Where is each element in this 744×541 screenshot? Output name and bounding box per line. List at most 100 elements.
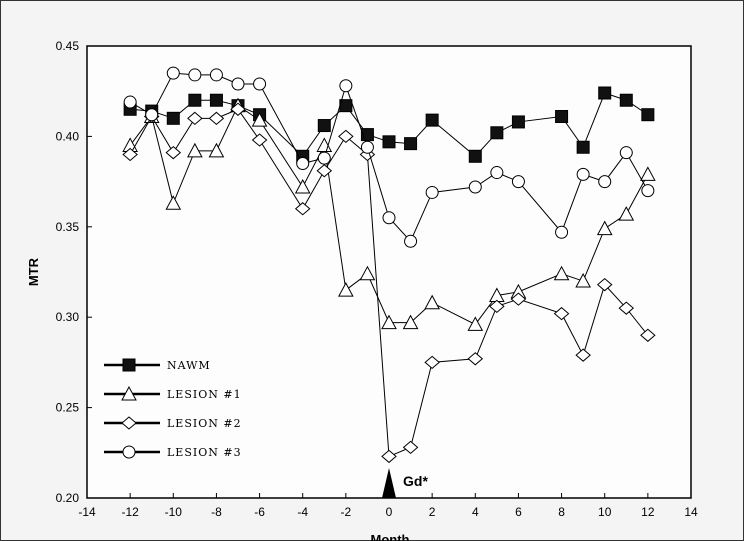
data-point-lesion-1: [251, 112, 268, 127]
data-point-lesion-2: [381, 449, 397, 464]
data-point-lesion-3: [188, 68, 202, 82]
data-point-nawm: [317, 119, 331, 133]
series-line-nawm: [130, 92, 649, 158]
x-tick-label: -14: [78, 505, 96, 519]
data-point-lesion-3: [511, 175, 525, 189]
data-point-lesion-2: [122, 147, 138, 162]
data-point-lesion-3: [576, 167, 590, 181]
data-point-lesion-3: [339, 79, 353, 93]
data-point-lesion-2: [316, 164, 333, 178]
x-tick-label: -2: [341, 505, 352, 519]
y-tick-label: 0.30: [56, 310, 80, 324]
legend-item-nawm: NAWM: [104, 358, 211, 372]
legend-marker: [121, 385, 137, 401]
data-point-nawm: [490, 126, 504, 140]
data-point-lesion-1: [640, 166, 656, 181]
data-point-nawm: [511, 115, 525, 129]
x-tick-label: -12: [121, 505, 139, 519]
data-point-lesion-3: [598, 175, 612, 189]
data-point-lesion-2: [165, 146, 182, 160]
data-point-lesion-3: [145, 108, 159, 122]
data-point-lesion-1: [424, 294, 440, 310]
data-point-lesion-2: [251, 133, 268, 147]
legend-item-lesion-2: LESION #2: [104, 416, 242, 430]
data-point-lesion-3: [231, 77, 245, 91]
data-point-lesion-3: [123, 95, 137, 109]
data-point-lesion-3: [317, 151, 331, 165]
data-point-lesion-3: [641, 184, 655, 198]
x-tick-label: -8: [211, 505, 222, 519]
data-point-lesion-1: [165, 195, 182, 210]
data-point-lesion-3: [619, 146, 633, 160]
data-point-lesion-2: [596, 277, 613, 292]
data-point-lesion-2: [208, 111, 225, 125]
legend-item-lesion-1: LESION #1: [104, 385, 242, 401]
y-tick-label: 0.45: [56, 39, 80, 53]
x-tick-label: 10: [598, 505, 612, 519]
legend-marker: [122, 358, 136, 372]
data-point-lesion-3: [166, 66, 180, 80]
series-line-lesion-2: [129, 108, 649, 458]
series-lesion-2: [122, 102, 656, 464]
x-tick-label: -4: [297, 505, 308, 519]
data-point-lesion-2: [575, 348, 591, 362]
y-tick-label: 0.25: [56, 401, 80, 415]
data-point-lesion-1: [338, 282, 354, 297]
data-point-lesion-3: [253, 77, 267, 91]
plot-area: [86, 45, 692, 499]
data-point-lesion-2: [424, 355, 440, 370]
data-point-nawm: [576, 140, 590, 154]
data-point-lesion-1: [618, 206, 635, 221]
data-point-lesion-1: [381, 314, 397, 330]
legend-label: LESION #1: [167, 388, 242, 401]
x-tick-label: -10: [165, 505, 183, 519]
y-tick-label: 0.35: [56, 220, 80, 234]
data-point-lesion-1: [575, 272, 591, 288]
data-point-lesion-2: [553, 306, 570, 321]
data-point-lesion-1: [187, 142, 203, 158]
y-tick-label: 0.40: [56, 129, 80, 143]
data-point-lesion-2: [640, 328, 656, 342]
data-point-lesion-2: [510, 292, 527, 306]
x-tick-label: 4: [472, 505, 479, 519]
x-tick-label: 12: [641, 505, 655, 519]
data-point-nawm: [166, 111, 180, 125]
x-tick-label: 6: [515, 505, 522, 519]
data-point-lesion-1: [402, 314, 419, 330]
data-point-lesion-1: [467, 316, 484, 331]
x-tick-label: 8: [558, 505, 565, 519]
series-line-lesion-3: [129, 72, 649, 243]
data-point-lesion-3: [404, 234, 418, 248]
legend-label: LESION #3: [167, 446, 242, 459]
x-tick-label: -6: [254, 505, 265, 519]
data-point-nawm: [468, 149, 482, 163]
legend-label: NAWM: [167, 359, 211, 372]
y-axis-title: MTR: [26, 257, 41, 286]
data-point-lesion-2: [467, 352, 484, 366]
data-point-nawm: [641, 108, 655, 122]
legend-item-lesion-3: LESION #3: [104, 445, 242, 459]
data-point-lesion-1: [553, 265, 570, 281]
x-axis-title: Month: [371, 532, 410, 541]
x-tick-label: 2: [429, 505, 436, 519]
data-point-nawm: [382, 135, 396, 149]
data-point-nawm: [619, 93, 633, 107]
data-point-lesion-3: [296, 157, 310, 171]
series-line-lesion-1: [129, 104, 649, 326]
data-point-lesion-1: [294, 178, 311, 194]
series-lesion-1: [122, 97, 656, 331]
data-point-lesion-2: [402, 440, 419, 455]
legend-marker: [122, 445, 136, 459]
data-point-lesion-1: [596, 220, 613, 236]
x-tick-label: 0: [386, 505, 393, 519]
legend-label: LESION #2: [167, 417, 242, 430]
series-lesion-3: [123, 66, 655, 248]
data-point-lesion-3: [425, 185, 439, 199]
data-point-lesion-3: [555, 225, 569, 239]
data-point-lesion-1: [208, 142, 225, 158]
data-point-lesion-3: [382, 211, 396, 225]
data-point-lesion-2: [338, 129, 354, 144]
legend-marker: [121, 416, 137, 430]
gd-annotation: Gd*: [403, 473, 428, 489]
